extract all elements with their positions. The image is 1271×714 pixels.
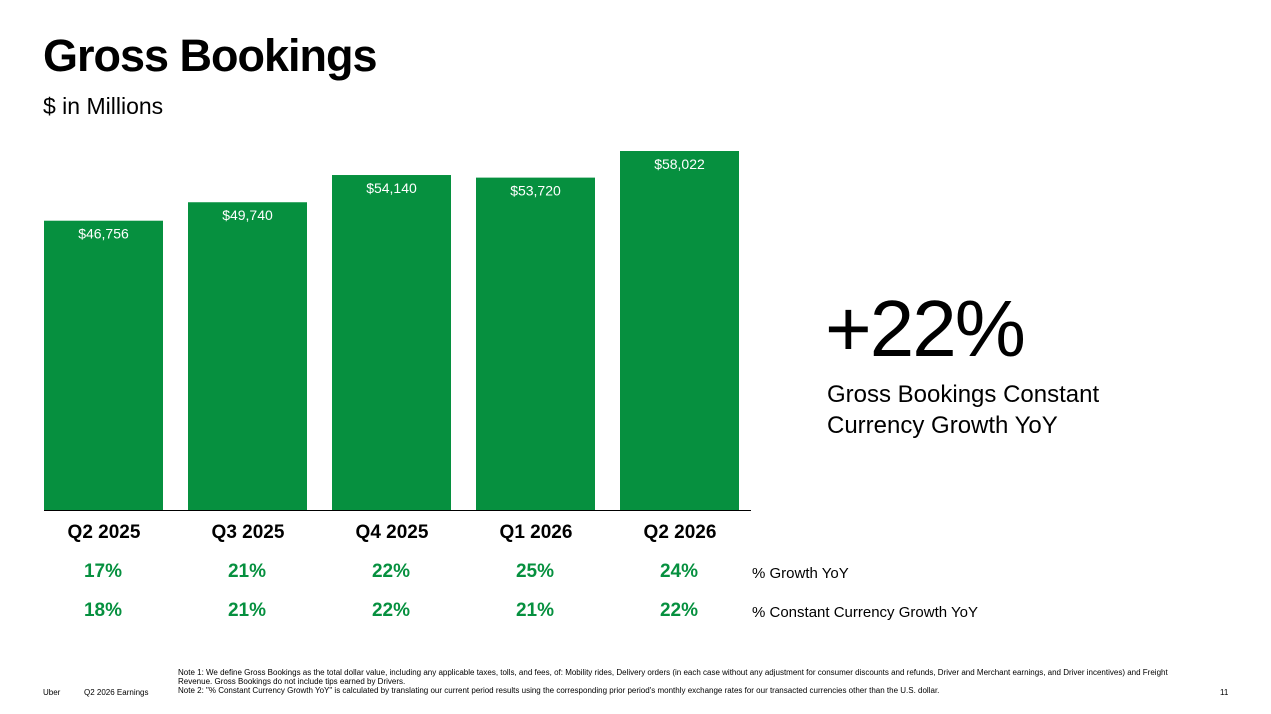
bar-data-label: $54,140 — [366, 180, 417, 196]
page-number: 11 — [1220, 688, 1229, 697]
growth-yoy-value: 21% — [227, 561, 267, 582]
bar-q2-2026 — [620, 151, 739, 510]
page-subtitle: $ in Millions — [43, 93, 164, 119]
bar-data-label: $53,720 — [510, 183, 561, 199]
growth-yoy-value: 17% — [83, 561, 123, 582]
bar-data-label: $46,756 — [78, 226, 129, 242]
x-tick-label: Q1 2026 — [499, 522, 573, 543]
bar-q4-2025 — [332, 175, 451, 510]
growth-yoy-row-label: % Growth YoY — [752, 565, 849, 582]
constant-currency-growth-value: 21% — [515, 600, 555, 621]
bar-data-label: $58,022 — [654, 156, 705, 172]
note-2: Note 2: "% Constant Currency Growth YoY"… — [178, 686, 940, 695]
constant-currency-growth-value: 21% — [227, 600, 267, 621]
kpi-value: +22% — [825, 284, 1026, 373]
bar-q2-2025 — [44, 220, 163, 510]
bar-q1-2026 — [476, 177, 595, 510]
growth-yoy-value: 25% — [515, 561, 555, 582]
kpi-caption: Gross Bookings Constant Currency Growth … — [827, 381, 1100, 439]
note-1: Note 1: We define Gross Bookings as the … — [178, 668, 1168, 686]
growth-yoy-value: 22% — [371, 561, 411, 582]
x-tick-label: Q2 2025 — [67, 522, 141, 543]
x-tick-label: Q2 2026 — [643, 522, 717, 543]
page-title: Gross Bookings — [43, 30, 378, 81]
footer-deck-name: Q2 2026 Earnings — [84, 688, 149, 697]
x-tick-label: Q4 2025 — [355, 522, 429, 543]
footer-brand: Uber — [43, 688, 61, 697]
bar-q3-2025 — [188, 202, 307, 510]
constant-currency-row-label: % Constant Currency Growth YoY — [752, 604, 978, 621]
growth-yoy-value: 24% — [659, 561, 699, 582]
constant-currency-growth-value: 18% — [83, 600, 123, 621]
bar-data-label: $49,740 — [222, 207, 273, 223]
constant-currency-growth-value: 22% — [371, 600, 411, 621]
footnotes: Note 1: We define Gross Bookings as the … — [178, 668, 1178, 695]
x-tick-label: Q3 2025 — [211, 522, 285, 543]
constant-currency-growth-value: 22% — [659, 600, 699, 621]
